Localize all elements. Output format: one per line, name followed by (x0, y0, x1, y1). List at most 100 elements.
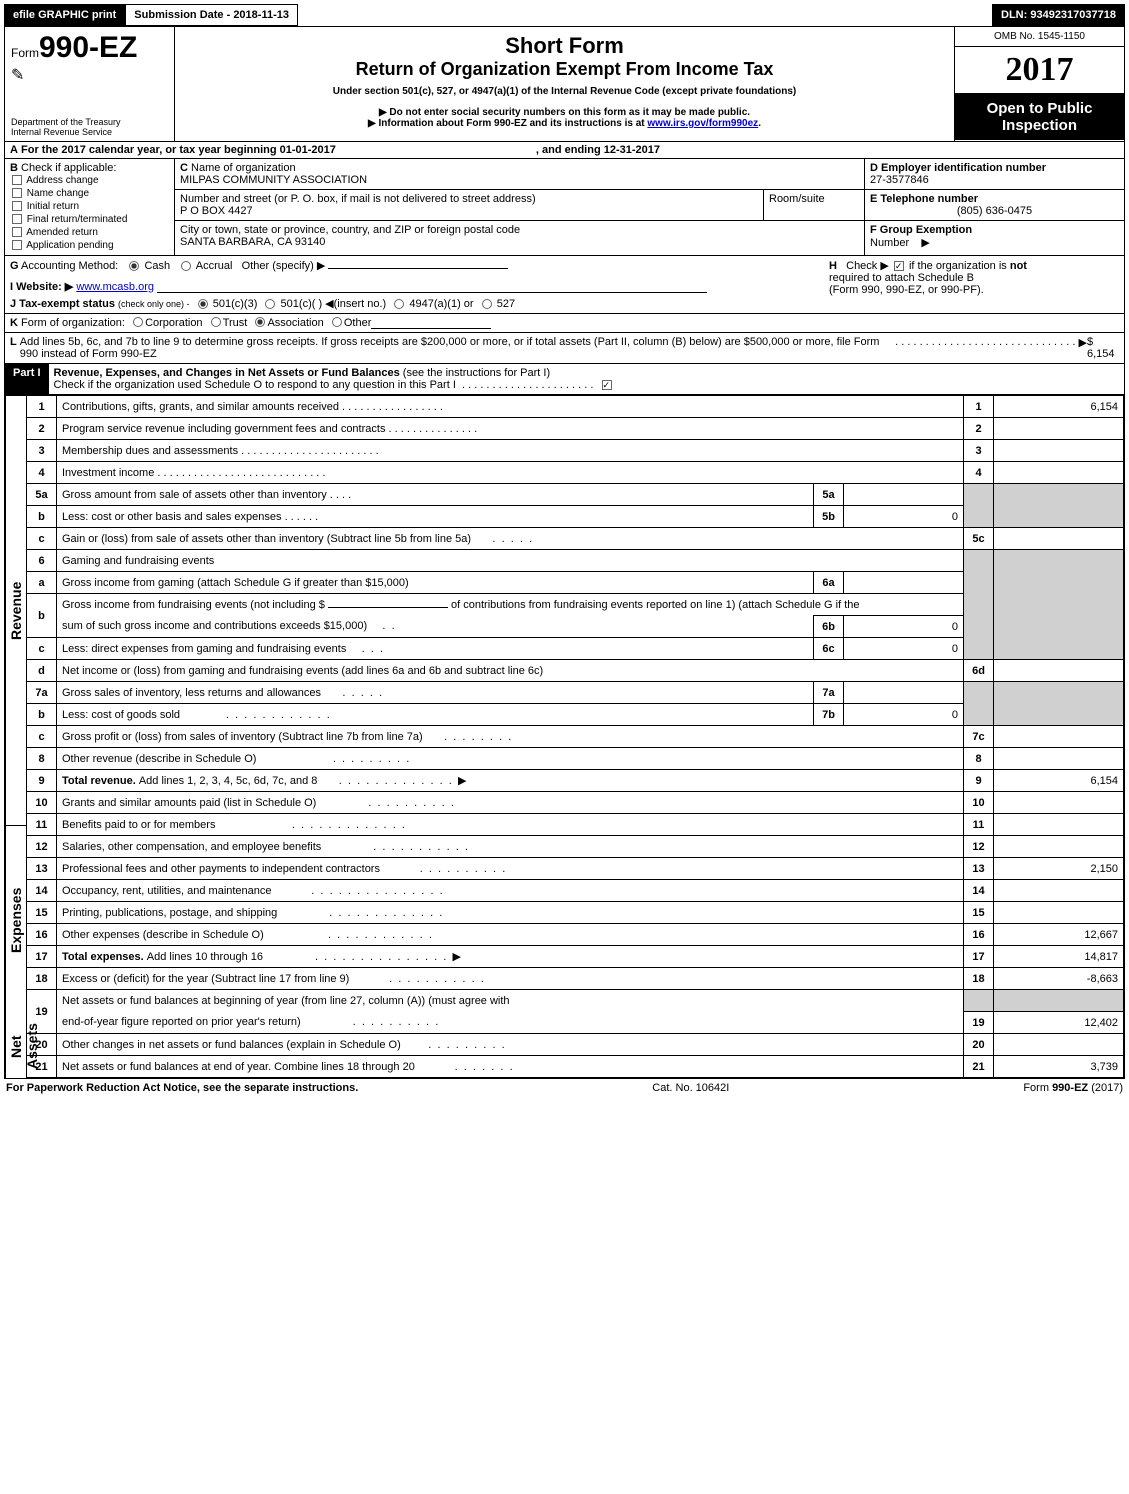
side-expenses: Expenses (5, 825, 26, 1015)
part1-header-row: Part I Revenue, Expenses, and Changes in… (5, 364, 1124, 395)
check-address[interactable]: Address change (10, 174, 169, 187)
city-label: City or town, state or province, country… (180, 224, 520, 236)
radio-trust[interactable] (211, 317, 221, 327)
l-row: L Add lines 5b, 6c, and 7b to line 9 to … (5, 333, 1124, 364)
line-4: 4 Investment income . . . . . . . . . . … (27, 462, 1124, 484)
line-8: 8 Other revenue (describe in Schedule O)… (27, 748, 1124, 770)
line-15: 15 Printing, publications, postage, and … (27, 902, 1124, 924)
line-19-2: end-of-year figure reported on prior yea… (27, 1012, 1124, 1034)
radio-cash[interactable] (129, 261, 139, 271)
line-3: 3 Membership dues and assessments . . . … (27, 440, 1124, 462)
h-text2: if the organization is (909, 260, 1010, 272)
line-16: 16 Other expenses (describe in Schedule … (27, 924, 1124, 946)
check-name[interactable]: Name change (10, 187, 169, 200)
irs-label: Internal Revenue Service (11, 127, 168, 137)
radio-assoc[interactable] (255, 317, 265, 327)
line-7b: b Less: cost of goods sold . . . . . . .… (27, 704, 1124, 726)
street-label: Number and street (or P. O. box, if mail… (180, 193, 536, 205)
line-6a: a Gross income from gaming (attach Sched… (27, 572, 1124, 594)
h-text1: Check ▶ (846, 260, 889, 272)
line-6d: d Net income or (loss) from gaming and f… (27, 660, 1124, 682)
part1-body: Revenue Expenses Net Assets 1 Contributi… (5, 395, 1124, 1078)
h-not: not (1010, 260, 1027, 272)
a-label: A (10, 144, 18, 156)
k-label: K (10, 317, 18, 329)
check-h[interactable] (894, 261, 904, 271)
d-label: D Employer identification number (870, 162, 1046, 174)
radio-other[interactable] (332, 317, 342, 327)
c-label: C (180, 162, 188, 174)
line-17: 17 Total expenses. Add lines 10 through … (27, 946, 1124, 968)
page-footer: For Paperwork Reduction Act Notice, see … (4, 1079, 1125, 1097)
line-2: 2 Program service revenue including gove… (27, 418, 1124, 440)
open-to-public: Open to Public Inspection (955, 94, 1124, 140)
phone-value: (805) 636-0475 (870, 205, 1119, 217)
f-label: F Group Exemption (870, 224, 972, 236)
check-pending[interactable]: Application pending (10, 239, 169, 252)
h-label: H (829, 260, 837, 272)
g-text: Accounting Method: (21, 260, 118, 272)
line-20: 20 Other changes in net assets or fund b… (27, 1034, 1124, 1056)
part1-title: Revenue, Expenses, and Changes in Net As… (54, 367, 400, 379)
l-label: L (10, 336, 17, 360)
f-arrow: ▶ (921, 237, 929, 249)
form-number: 990-EZ (39, 31, 137, 64)
line-18: 18 Excess or (deficit) for the year (Sub… (27, 968, 1124, 990)
footer-mid: Cat. No. 10642I (652, 1082, 729, 1094)
title-main: Return of Organization Exempt From Incom… (183, 59, 946, 80)
line-5b: b Less: cost or other basis and sales ex… (27, 506, 1124, 528)
line-11: 11 Benefits paid to or for members . . .… (27, 814, 1124, 836)
submission-date-label: Submission Date - 2018-11-13 (125, 4, 298, 26)
row-a: A For the 2017 calendar year, or tax yea… (5, 142, 1124, 159)
org-name: MILPAS COMMUNITY ASSOCIATION (180, 174, 367, 186)
radio-corp[interactable] (133, 317, 143, 327)
b-check-list: Address change Name change Initial retur… (10, 174, 169, 252)
line-12: 12 Salaries, other compensation, and emp… (27, 836, 1124, 858)
efile-graphic-label: efile GRAPHIC print (4, 4, 125, 26)
check-schedule-o[interactable] (602, 380, 612, 390)
line-5c: c Gain or (loss) from sale of assets oth… (27, 528, 1124, 550)
l-value: $ 6,154 (1087, 336, 1119, 360)
radio-527[interactable] (482, 299, 492, 309)
street-value: P O BOX 4427 (180, 205, 253, 217)
check-amended[interactable]: Amended return (10, 226, 169, 239)
h-text4: (Form 990, 990-EZ, or 990-PF). (829, 284, 984, 296)
form-container: Form990-EZ ✎ Department of the Treasury … (4, 26, 1125, 1079)
e-label: E Telephone number (870, 193, 978, 205)
warn-1: ▶ Do not enter social security numbers o… (183, 107, 946, 118)
a-text-1: For the 2017 calendar year, or tax year … (21, 144, 336, 156)
line-10: 10 Grants and similar amounts paid (list… (27, 792, 1124, 814)
b-text: Check if applicable: (21, 162, 116, 174)
f-label2: Number (870, 237, 909, 249)
side-revenue: Revenue (5, 395, 26, 825)
form-prefix: Form (11, 46, 39, 60)
check-initial[interactable]: Initial return (10, 200, 169, 213)
k-row: K Form of organization: Corporation Trus… (5, 314, 1124, 333)
l-arrow: ▶ (1079, 336, 1087, 360)
line-9: 9 Total revenue. Add lines 1, 2, 3, 4, 5… (27, 770, 1124, 792)
i-label: I Website: ▶ (10, 281, 73, 293)
part1-check-note: Check if the organization used Schedule … (54, 379, 456, 391)
dept-label: Department of the Treasury (11, 117, 168, 127)
irs-link[interactable]: www.irs.gov/form990ez (647, 118, 758, 129)
line-6b-2: sum of such gross income and contributio… (27, 616, 1124, 638)
check-final[interactable]: Final return/terminated (10, 213, 169, 226)
b-label: B (10, 162, 18, 174)
radio-501c3[interactable] (198, 299, 208, 309)
radio-4947[interactable] (394, 299, 404, 309)
l-text: Add lines 5b, 6c, and 7b to line 9 to de… (20, 336, 892, 360)
warn-2-suffix: . (758, 118, 761, 129)
title-short: Short Form (183, 33, 946, 59)
line-7a: 7a Gross sales of inventory, less return… (27, 682, 1124, 704)
form-header: Form990-EZ ✎ Department of the Treasury … (5, 27, 1124, 142)
website-link[interactable]: www.mcasb.org (76, 281, 154, 293)
line-1: 1 Contributions, gifts, grants, and simi… (27, 396, 1124, 418)
line-7c: c Gross profit or (loss) from sales of i… (27, 726, 1124, 748)
line-5a: 5a Gross amount from sale of assets othe… (27, 484, 1124, 506)
undersection: Under section 501(c), 527, or 4947(a)(1)… (183, 86, 946, 97)
radio-501c[interactable] (265, 299, 275, 309)
warn-2-prefix: ▶ Information about Form 990-EZ and its … (368, 118, 647, 129)
ein-value: 27-3577846 (870, 174, 929, 186)
radio-accrual[interactable] (181, 261, 191, 271)
j-label: J Tax-exempt status (10, 298, 115, 310)
